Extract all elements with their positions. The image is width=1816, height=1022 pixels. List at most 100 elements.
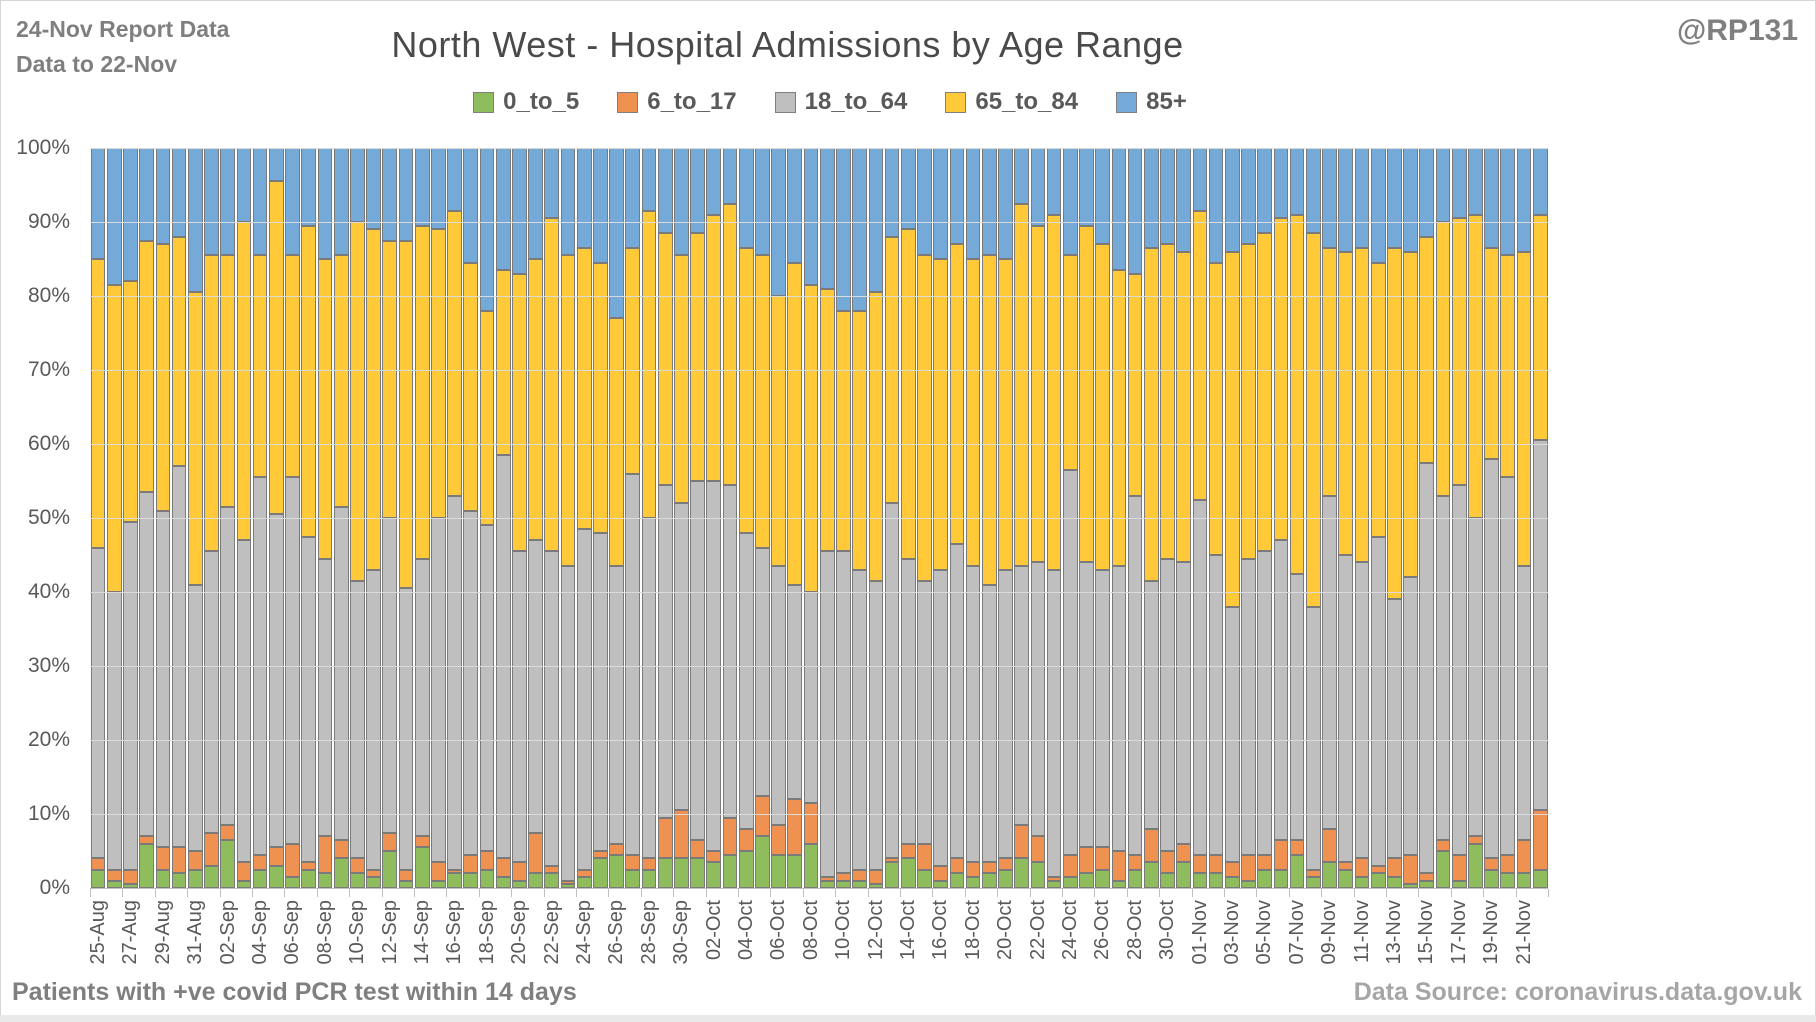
segment-18_to_64: [171, 466, 187, 848]
segment-18_to_64: [301, 536, 317, 863]
segment-85+: [965, 148, 981, 260]
bar-10-Sep: [350, 148, 365, 888]
segment-65_to_84: [1484, 247, 1499, 459]
segment-18_to_64: [1484, 458, 1499, 859]
segment-65_to_84: [431, 229, 446, 519]
bar-31-Aug: [187, 148, 203, 888]
segment-85+: [463, 148, 479, 263]
bar-25-Sep: [593, 148, 608, 888]
segment-85+: [512, 148, 527, 274]
segment-18_to_64: [366, 569, 381, 870]
x-tick: [1159, 889, 1161, 897]
segment-18_to_64: [544, 551, 560, 866]
segment-6_to_17: [1451, 854, 1467, 881]
segment-6_to_17: [1014, 825, 1030, 859]
segment-0_to_5: [220, 839, 236, 888]
segment-18_to_64: [1387, 599, 1402, 859]
segment-18_to_64: [317, 558, 333, 837]
segment-85+: [479, 148, 495, 311]
segment-6_to_17: [1143, 828, 1159, 863]
segment-6_to_17: [1387, 858, 1402, 877]
x-axis-label-12-Sep: 12-Sep: [378, 900, 401, 965]
segment-18_to_64: [868, 580, 884, 870]
data-source-note: Data Source: coronavirus.data.gov.uk: [1353, 978, 1802, 1006]
segment-6_to_17: [236, 862, 252, 881]
bar-17-Oct: [949, 148, 965, 888]
segment-18_to_64: [350, 580, 365, 859]
segment-6_to_17: [560, 880, 576, 885]
bar-24-Oct: [1062, 148, 1078, 888]
x-tick: [640, 889, 642, 897]
segment-65_to_84: [1160, 244, 1175, 559]
segment-6_to_17: [1484, 858, 1499, 870]
segment-18_to_64: [1143, 580, 1159, 829]
segment-18_to_64: [1468, 518, 1483, 837]
segment-6_to_17: [1257, 854, 1273, 870]
segment-65_to_84: [674, 255, 689, 504]
segment-6_to_17: [1224, 862, 1240, 877]
segment-6_to_17: [981, 862, 997, 874]
segment-6_to_17: [722, 817, 738, 855]
segment-6_to_17: [625, 854, 641, 870]
segment-65_to_84: [917, 255, 932, 581]
segment-85+: [171, 148, 187, 237]
segment-6_to_17: [738, 828, 754, 851]
segment-85+: [285, 148, 300, 256]
segment-18_to_64: [1095, 569, 1111, 848]
segment-85+: [414, 148, 430, 226]
bar-23-Sep: [560, 148, 576, 888]
segment-0_to_5: [609, 854, 624, 888]
x-tick: [1353, 889, 1355, 897]
segment-65_to_84: [1079, 225, 1094, 563]
segment-65_to_84: [1192, 210, 1208, 500]
segment-85+: [641, 148, 657, 211]
segment-18_to_64: [657, 484, 673, 818]
segment-85+: [917, 148, 932, 256]
segment-0_to_5: [398, 880, 414, 888]
segment-6_to_17: [106, 869, 122, 881]
x-tick: [90, 889, 91, 897]
x-tick: [511, 889, 513, 897]
x-tick: [1224, 889, 1225, 897]
segment-85+: [301, 148, 317, 226]
segment-0_to_5: [836, 880, 851, 888]
segment-65_to_84: [1403, 251, 1418, 578]
bar-17-Sep: [463, 148, 479, 888]
legend-item-0_to_5: 0_to_5: [473, 88, 579, 116]
gridline-60: [90, 444, 1548, 445]
x-axis-label-22-Oct: 22-Oct: [1026, 900, 1049, 961]
segment-85+: [1354, 148, 1370, 248]
segment-6_to_17: [317, 836, 333, 874]
segment-0_to_5: [1257, 869, 1273, 888]
segment-0_to_5: [1176, 862, 1192, 888]
segment-0_to_5: [350, 873, 365, 888]
segment-18_to_64: [431, 518, 446, 863]
bar-17-Nov: [1451, 148, 1467, 888]
segment-0_to_5: [933, 880, 949, 888]
x-axis-label-14-Oct: 14-Oct: [897, 900, 920, 961]
segment-85+: [528, 148, 543, 260]
segment-85+: [382, 148, 398, 241]
x-axis-ticks: [90, 889, 1549, 897]
segment-6_to_17: [900, 843, 916, 859]
bar-21-Sep: [528, 148, 543, 888]
segment-18_to_64: [414, 558, 430, 837]
segment-85+: [333, 148, 349, 256]
x-axis-label-14-Sep: 14-Sep: [411, 900, 434, 965]
segment-65_to_84: [1338, 251, 1354, 556]
segment-65_to_84: [852, 310, 867, 570]
bar-09-Sep: [333, 148, 349, 888]
bar-04-Nov: [1241, 148, 1256, 888]
x-tick: [381, 889, 383, 897]
segment-0_to_5: [106, 880, 122, 888]
segment-65_to_84: [1111, 270, 1127, 567]
x-axis-label-06-Oct: 06-Oct: [767, 900, 790, 961]
segment-0_to_5: [738, 851, 754, 888]
segment-6_to_17: [609, 843, 624, 855]
segment-65_to_84: [1370, 262, 1386, 537]
segment-85+: [1322, 148, 1337, 248]
segment-0_to_5: [868, 884, 884, 888]
segment-65_to_84: [657, 233, 673, 485]
segment-18_to_64: [528, 540, 543, 833]
bar-04-Oct: [738, 148, 754, 888]
